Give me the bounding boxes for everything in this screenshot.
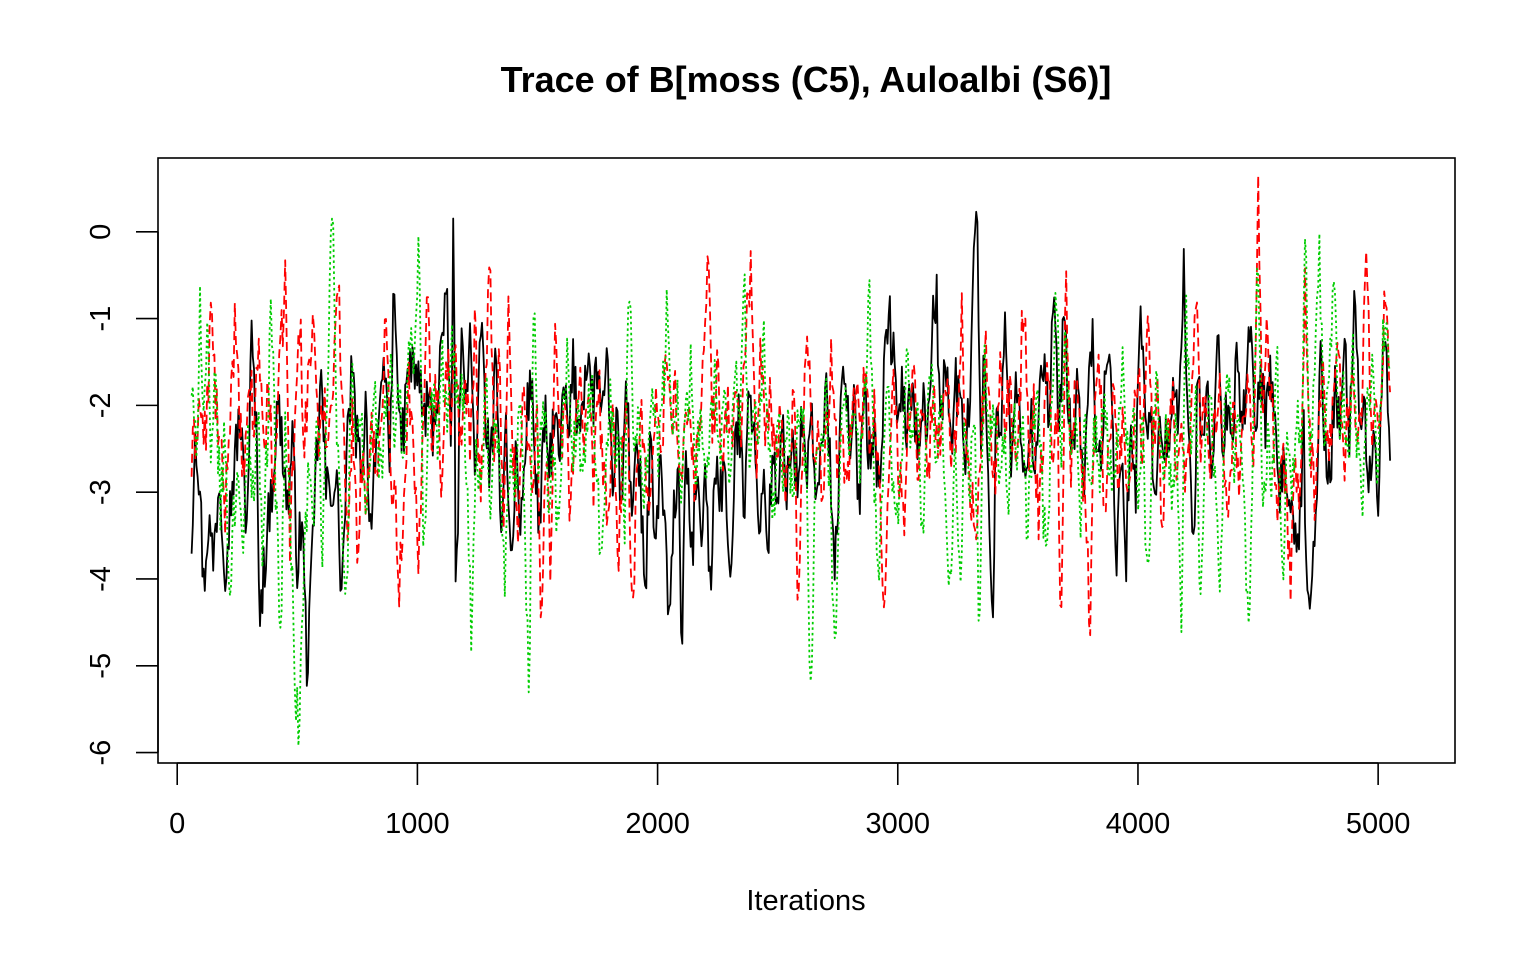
y-tick-label: -5 <box>85 653 117 679</box>
x-tick-label: 1000 <box>385 808 450 840</box>
y-tick-label: -6 <box>85 740 117 766</box>
x-tick-label: 4000 <box>1106 808 1171 840</box>
series-line-1 <box>190 210 1391 687</box>
y-tick-label: -3 <box>85 479 117 505</box>
y-axis: 0 -1 -2 -3 -4 -5 -6 <box>85 224 159 766</box>
x-tick-label: 5000 <box>1346 808 1411 840</box>
x-tick-label: 2000 <box>625 808 690 840</box>
x-axis: 0 1000 2000 3000 4000 5000 <box>169 762 1411 840</box>
chart-title: Trace of B[moss (C5), Auloalbi (S6)] <box>501 59 1112 100</box>
plot-frame <box>157 157 1456 764</box>
series-line-2 <box>190 174 1391 637</box>
y-tick-label: 0 <box>85 224 117 240</box>
x-axis-label: Iterations <box>746 885 865 917</box>
x-tick-label: 3000 <box>866 808 931 840</box>
series-line-3 <box>190 217 1391 747</box>
y-tick-label: -4 <box>85 566 117 592</box>
y-tick-label: -1 <box>85 306 117 332</box>
series-layer <box>190 174 1391 747</box>
y-tick-label: -2 <box>85 392 117 418</box>
x-tick-label: 0 <box>169 808 185 840</box>
